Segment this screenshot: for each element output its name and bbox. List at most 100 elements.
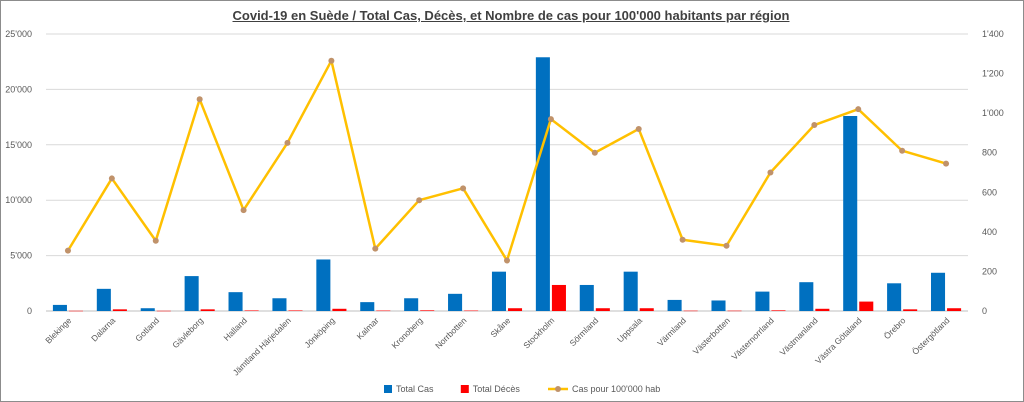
x-category-label: Västerbotten (691, 315, 732, 356)
y-axis-right: 0 200 400 600 800 1'000 1'200 1'400 (982, 29, 1004, 316)
bar-total-cas (579, 284, 594, 311)
bar-total-cas (930, 272, 946, 311)
bar-total-deces (551, 284, 566, 311)
legend-swatch (384, 385, 392, 393)
bar-total-deces (815, 308, 830, 311)
bar-total-deces (727, 310, 742, 312)
bar-total-deces (332, 308, 347, 311)
bar-total-cas (140, 308, 155, 311)
legend: Total Cas Total Décès Cas pour 100'000 hab (384, 384, 660, 394)
bar-total-deces (68, 310, 84, 312)
bar-total-deces (244, 310, 259, 311)
x-category-label: Örebro (882, 315, 908, 341)
bar-total-cas (360, 302, 375, 311)
bar-total-deces (156, 310, 171, 312)
y-right-tick-label: 200 (982, 266, 997, 276)
y-right-tick-label: 1'400 (982, 29, 1004, 39)
bar-total-cas (755, 291, 770, 311)
y-right-tick-label: 0 (982, 306, 987, 316)
line-point (240, 207, 247, 214)
x-category-label: Dalarna (89, 315, 117, 343)
line-point (64, 247, 71, 254)
line-point (460, 185, 467, 192)
bar-total-deces (376, 310, 391, 312)
x-category-label: Blekinge (43, 315, 73, 345)
line-point (811, 122, 818, 129)
bar-total-cas (843, 115, 858, 311)
chart-title: Covid-19 en Suède / Total Cas, Décès, et… (232, 8, 790, 23)
bar-total-cas (491, 271, 506, 311)
line-point (899, 147, 906, 154)
bars (52, 57, 962, 312)
legend-marker (555, 386, 561, 392)
y-right-tick-label: 1'200 (982, 69, 1004, 79)
line-series (64, 57, 950, 264)
line-point (591, 149, 598, 156)
line-point (504, 257, 510, 264)
x-category-label: Sörmland (567, 315, 600, 348)
bar-total-cas (52, 304, 67, 311)
line-point (855, 106, 862, 113)
bar-total-deces (112, 309, 127, 311)
y-left-tick-label: 0 (27, 306, 32, 316)
bar-total-cas (96, 288, 111, 311)
line-point (372, 245, 379, 252)
line-point (679, 236, 686, 243)
bar-total-deces (595, 308, 610, 311)
bar-total-cas (667, 299, 682, 311)
y-right-tick-label: 600 (982, 187, 997, 197)
y-right-tick-label: 1'000 (982, 108, 1004, 118)
x-category-label: Gävleborg (170, 315, 205, 350)
bar-total-cas (623, 271, 638, 311)
x-category-label: Kalmar (355, 315, 381, 341)
line-point (196, 96, 203, 103)
x-axis-labels: Blekinge Dalarna Gotland Gävleborg HallandJä… (43, 315, 951, 377)
line-point (635, 125, 642, 132)
bar-total-cas (272, 298, 287, 311)
x-category-label: Värmland (655, 315, 688, 348)
line-point (328, 57, 335, 64)
y-right-tick-label: 800 (982, 148, 997, 158)
gridlines (46, 33, 968, 312)
bar-total-cas (404, 298, 419, 311)
x-category-label: Västmanland (778, 315, 820, 357)
x-category-label: Västra Götaland (813, 315, 864, 366)
bar-total-cas (184, 276, 199, 311)
bar-total-deces (288, 310, 303, 311)
x-category-label: Kronoberg (389, 315, 424, 350)
x-category-label: Uppsala (615, 315, 644, 344)
bar-total-deces (683, 310, 698, 312)
x-category-label: Skåne (488, 315, 512, 339)
x-category-label: Stockholm (521, 315, 556, 350)
line-cas-pour-100000 (66, 59, 947, 262)
bar-total-deces (508, 308, 523, 311)
bar-total-cas (448, 293, 463, 311)
bar-total-deces (947, 308, 962, 311)
legend-item: Cas pour 100'000 hab (548, 384, 660, 394)
bar-total-deces (859, 301, 874, 311)
legend-label: Total Cas (396, 384, 434, 394)
legend-item: Total Cas (384, 384, 434, 394)
legend-label: Total Décès (473, 384, 521, 394)
x-category-label: Västernorrland (729, 315, 776, 362)
line-point (416, 197, 423, 204)
legend-swatch (460, 385, 469, 393)
bar-total-cas (887, 283, 902, 311)
line-point (108, 175, 115, 182)
legend-label: Cas pour 100'000 hab (572, 384, 660, 394)
y-left-tick-label: 25'000 (5, 29, 32, 39)
bar-total-cas (316, 259, 331, 311)
line-point (284, 139, 291, 146)
bar-total-deces (639, 308, 654, 311)
y-left-tick-label: 5'000 (10, 251, 32, 261)
bar-total-deces (464, 310, 479, 312)
bar-total-deces (771, 310, 786, 311)
x-category-label: Gotland (133, 315, 161, 343)
legend-item: Total Décès (460, 384, 521, 394)
bar-total-cas (535, 57, 550, 311)
y-right-tick-label: 400 (982, 227, 997, 237)
y-left-tick-label: 20'000 (5, 84, 32, 94)
bar-total-deces (420, 310, 435, 311)
y-axis-left: 0 5'000 10'000 15'000 20'000 25'000 (5, 29, 32, 316)
